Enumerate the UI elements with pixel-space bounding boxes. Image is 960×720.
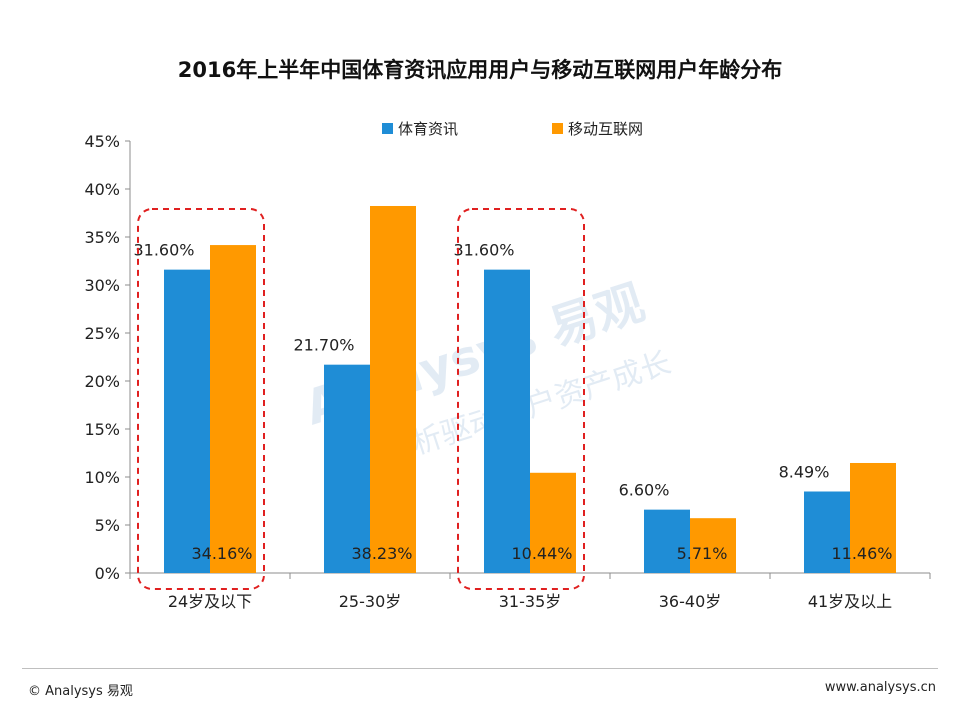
bar-mobile xyxy=(530,472,576,573)
bar-sports xyxy=(164,269,210,573)
y-tick-label: 5% xyxy=(95,516,120,535)
footer-website[interactable]: www.analysys.cn xyxy=(824,680,936,695)
data-label-sports: 8.49% xyxy=(779,462,830,481)
data-label-mobile: 34.16% xyxy=(191,544,252,563)
footer-divider xyxy=(22,668,938,669)
chart-title: 2016年上半年中国体育资讯应用用户与移动互联网用户年龄分布 xyxy=(178,58,782,82)
y-tick-label: 35% xyxy=(84,228,120,247)
footer-copyright: © Analysys 易观 xyxy=(28,684,133,699)
x-tick-label: 41岁及以上 xyxy=(808,592,892,611)
x-tick-label: 25-30岁 xyxy=(339,592,402,611)
highlight-box-1 xyxy=(457,208,585,590)
data-label-sports: 31.60% xyxy=(133,241,194,260)
legend-swatch-1 xyxy=(552,123,563,134)
legend-label-0: 体育资讯 xyxy=(398,120,458,138)
data-label-sports: 6.60% xyxy=(619,481,670,500)
bar-sports xyxy=(484,269,530,573)
highlight-box-0 xyxy=(137,208,265,590)
bar-sports xyxy=(804,491,850,573)
bar-sports xyxy=(644,509,690,573)
bar-mobile xyxy=(690,518,736,573)
y-tick-label: 0% xyxy=(95,564,120,583)
y-tick-label: 40% xyxy=(84,180,120,199)
legend-swatch-0 xyxy=(382,123,393,134)
data-label-sports: 31.60% xyxy=(453,241,514,260)
y-tick-label: 10% xyxy=(84,468,120,487)
data-label-mobile: 38.23% xyxy=(351,544,412,563)
data-label-mobile: 10.44% xyxy=(511,544,572,563)
y-tick-label: 20% xyxy=(84,372,120,391)
y-tick-label: 30% xyxy=(84,276,120,295)
y-tick-label: 15% xyxy=(84,420,120,439)
data-label-mobile: 5.71% xyxy=(677,544,728,563)
x-tick-label: 31-35岁 xyxy=(499,592,562,611)
y-tick-label: 25% xyxy=(84,324,120,343)
bar-mobile xyxy=(370,205,416,573)
legend-label-1: 移动互联网 xyxy=(568,120,643,138)
x-tick-label: 36-40岁 xyxy=(659,592,722,611)
x-tick-label: 24岁及以下 xyxy=(168,592,252,611)
y-tick-label: 45% xyxy=(84,132,120,151)
bar-mobile xyxy=(850,462,896,573)
data-label-sports: 21.70% xyxy=(293,336,354,355)
bar-mobile xyxy=(210,245,256,573)
bar-sports xyxy=(324,364,370,573)
data-label-mobile: 11.46% xyxy=(831,544,892,563)
